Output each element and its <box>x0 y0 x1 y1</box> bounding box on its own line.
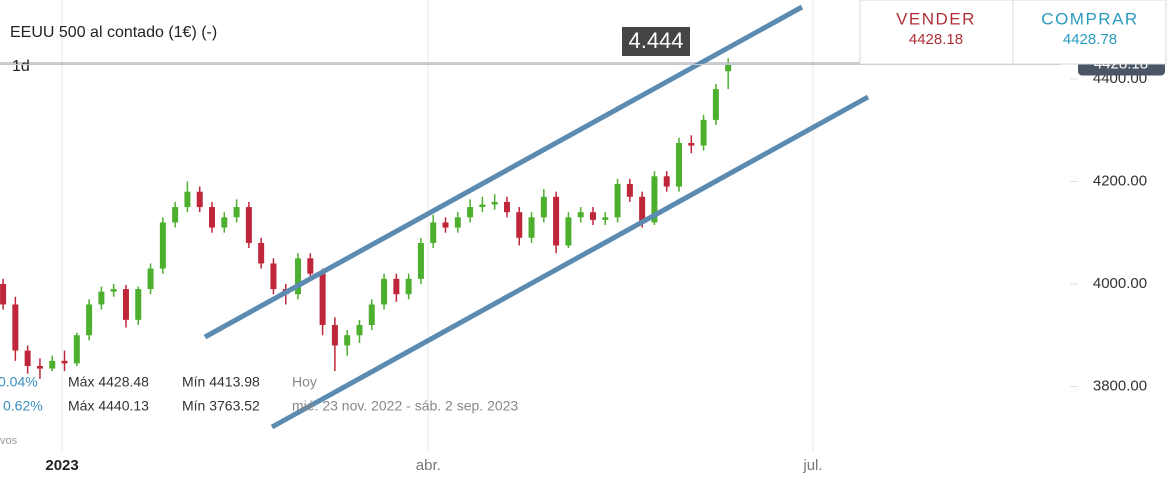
stat-max: Máx 4428.48 <box>68 374 149 390</box>
y-tick-label: 4000.00 <box>1093 275 1147 292</box>
x-tick-label: 2023 <box>45 457 78 474</box>
candle-body <box>110 289 117 292</box>
stat-period: Hoy <box>292 374 317 390</box>
candle-body <box>614 183 621 218</box>
candle-body <box>36 365 43 369</box>
candle-body <box>344 335 351 346</box>
candle-body <box>454 217 461 228</box>
candle-body <box>196 191 203 208</box>
y-tick-label: 4200.00 <box>1093 172 1147 189</box>
candle-body <box>676 142 683 187</box>
candle-body <box>528 217 535 238</box>
candle-body <box>725 64 732 72</box>
instrument-title: EEUU 500 al contado (1€) (-) <box>10 24 217 41</box>
candle-body <box>73 335 80 364</box>
buy-price[interactable]: 4428.78 <box>1063 31 1117 48</box>
candle-body <box>270 263 277 290</box>
candle-body <box>368 304 375 325</box>
sell-button[interactable]: VENDER 4428.18 <box>896 9 976 47</box>
x-tick-label: abr. <box>416 457 441 474</box>
footer-note: vos <box>0 435 18 447</box>
candle-body <box>589 212 596 220</box>
buy-button[interactable]: COMPRAR 4428.78 <box>1041 9 1138 47</box>
candle-body <box>0 283 7 305</box>
candle-body <box>626 183 633 197</box>
grid <box>61 0 814 452</box>
stat-change: 0.62% <box>3 398 43 414</box>
buy-label[interactable]: COMPRAR <box>1041 9 1138 28</box>
candle-body <box>147 268 154 290</box>
candle-body <box>122 289 129 320</box>
stat-change: 0.04% <box>0 374 38 390</box>
trend-line-upper <box>203 4 804 340</box>
sell-label[interactable]: VENDER <box>896 9 976 28</box>
candle-body <box>245 207 252 243</box>
candle-body <box>503 201 510 213</box>
candle-body <box>86 304 93 336</box>
candle-body <box>553 196 560 246</box>
candle-body <box>417 242 424 279</box>
candle-body <box>688 142 695 146</box>
candle-body <box>381 278 388 305</box>
candle-body <box>135 289 142 320</box>
candle-body <box>221 217 228 228</box>
candle-body <box>491 201 498 205</box>
candle-body <box>49 360 56 369</box>
candle-body <box>651 176 658 223</box>
sell-price[interactable]: 4428.18 <box>909 31 963 48</box>
stat-period: mié. 23 nov. 2022 - sáb. 2 sep. 2023 <box>292 398 518 414</box>
candle-body <box>712 89 719 120</box>
candle-body <box>467 207 474 218</box>
candle-body <box>172 207 179 223</box>
candle-body <box>639 196 646 223</box>
candle-body <box>12 304 19 351</box>
candle-body <box>700 119 707 146</box>
candle-body <box>577 212 584 218</box>
candle-body <box>479 204 486 208</box>
candle-body <box>540 196 547 218</box>
candle-body <box>663 176 670 187</box>
annotation-label: 4.444 <box>628 28 683 53</box>
candle-body <box>61 360 68 364</box>
candle-body <box>233 207 240 218</box>
candle-body <box>24 350 31 366</box>
candle-body <box>209 207 215 228</box>
candle-body <box>184 191 191 208</box>
stat-min: Mín 3763.52 <box>182 398 260 414</box>
candle-body <box>442 222 449 228</box>
annotation-box <box>622 27 690 56</box>
candle-body <box>307 258 314 274</box>
y-tick-label: 3800.00 <box>1093 377 1147 394</box>
candle-body <box>565 217 572 246</box>
candle-body <box>258 242 265 264</box>
x-tick-label: jul. <box>802 457 822 474</box>
candle-body <box>331 324 338 346</box>
candle-body <box>159 222 166 269</box>
candle-body <box>98 291 105 305</box>
candle-body <box>602 217 609 220</box>
candle-body <box>393 278 400 295</box>
interval-label[interactable]: 1d <box>12 58 30 75</box>
candle-body <box>516 212 523 238</box>
stats: 0.04% Máx 4428.48 Mín 4413.98 Hoy 0.62% … <box>0 374 518 414</box>
candle-body <box>430 222 437 243</box>
candle-body <box>319 273 326 325</box>
candle-body <box>356 324 363 336</box>
candle-body <box>405 278 412 295</box>
stat-max: Máx 4440.13 <box>68 398 149 414</box>
stat-min: Mín 4413.98 <box>182 374 260 390</box>
trend-line-lower <box>270 94 870 430</box>
candle-body <box>295 258 302 295</box>
